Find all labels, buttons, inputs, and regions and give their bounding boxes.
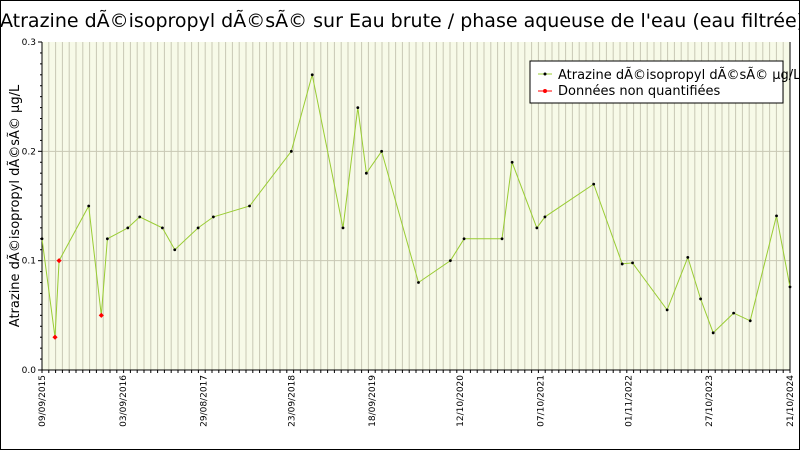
legend-marker-series [543, 72, 547, 76]
legend-label-non-quantified: Données non quantifiées [558, 84, 720, 99]
x-tick-label: 07/10/2021 [537, 375, 547, 427]
data-point [138, 215, 142, 219]
data-point [543, 215, 547, 219]
data-point [748, 319, 752, 323]
x-tick-label: 03/09/2016 [119, 375, 129, 427]
data-point [500, 237, 504, 241]
data-point [105, 237, 109, 241]
data-point [87, 204, 91, 208]
data-point [211, 215, 215, 219]
x-tick-label: 21/10/2024 [786, 375, 796, 427]
x-tick-label: 09/09/2015 [38, 375, 48, 427]
data-point [665, 308, 669, 312]
data-point [417, 281, 420, 284]
data-point [160, 226, 164, 230]
y-tick-label: 0.1 [22, 257, 36, 267]
data-point [535, 226, 539, 230]
data-point [126, 226, 130, 230]
data-point [711, 331, 715, 335]
data-point [380, 149, 384, 153]
data-point [510, 160, 514, 164]
y-axis-label: Atrazine dÃ©isopropyl dÃ©sÃ© µg/L [7, 84, 23, 327]
data-point [341, 226, 345, 230]
non-quantified-point [52, 334, 58, 340]
data-point [40, 237, 44, 241]
x-tick-label: 27/10/2023 [705, 375, 715, 427]
x-tick-label: 01/11/2022 [624, 375, 634, 427]
legend-box [529, 60, 784, 104]
data-point [788, 285, 792, 289]
x-tick-label: 29/08/2017 [200, 375, 210, 427]
data-point [196, 226, 200, 230]
data-point [356, 106, 360, 109]
data-point [248, 204, 251, 208]
data-point [732, 311, 736, 315]
y-tick-label: 0.2 [22, 147, 36, 157]
x-tick-label: 12/10/2020 [456, 375, 466, 427]
y-tick-label: 0.3 [22, 38, 36, 48]
y-tick-label: 0.0 [22, 366, 37, 376]
legend: Atrazine dÃ©isopropyl dÃ©sÃ© µg/L Donnée… [529, 60, 800, 104]
non-quantified-point [98, 312, 104, 318]
data-point [686, 255, 690, 259]
data-point [631, 261, 634, 265]
non-quantified-point [56, 258, 62, 264]
x-tick-label: 23/09/2018 [287, 375, 297, 427]
data-point [173, 248, 177, 252]
legend-label-series: Atrazine dÃ©isopropyl dÃ©sÃ© µg/L [558, 67, 800, 83]
data-point [289, 149, 293, 153]
data-point [699, 297, 702, 301]
data-point [592, 182, 596, 186]
data-point [462, 237, 466, 241]
data-point [364, 171, 368, 175]
data-point [448, 259, 452, 263]
data-point [775, 214, 778, 218]
data-point [620, 262, 624, 266]
x-tick-label: 18/09/2019 [368, 375, 378, 427]
legend-marker-non-quantified [543, 89, 547, 93]
data-point [310, 73, 314, 77]
chart-title: Atrazine dÃ©isopropyl dÃ©sÃ© sur Eau bru… [0, 10, 800, 32]
